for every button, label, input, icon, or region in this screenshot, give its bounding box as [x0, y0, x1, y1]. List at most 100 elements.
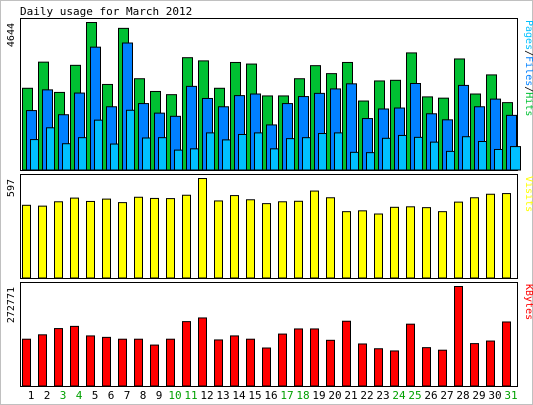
- side-legend-part: Hits: [523, 92, 533, 116]
- x-tick-label-day-4: 4: [76, 389, 83, 402]
- bar-visits-visits-day-3: [54, 201, 63, 279]
- bar-visits-visits-day-27: [438, 211, 447, 279]
- x-tick-label-day-13: 13: [216, 389, 229, 402]
- bar-visits-visits-day-30: [486, 193, 495, 279]
- x-tick-label-day-3: 3: [60, 389, 67, 402]
- x-tick-label-day-31: 31: [504, 389, 517, 402]
- bar-visits-visits-day-22: [358, 210, 367, 279]
- bar-visits-visits-day-5: [86, 200, 95, 279]
- x-tick-label-day-25: 25: [408, 389, 421, 402]
- bar-visits-visits-day-8: [134, 196, 143, 279]
- bar-kbytes-kbytes-day-13: [214, 339, 223, 387]
- bar-visits-visits-day-9: [150, 197, 159, 279]
- x-tick-label-day-23: 23: [376, 389, 389, 402]
- bar-visits-visits-day-7: [118, 202, 127, 279]
- bar-kbytes-kbytes-day-15: [246, 338, 255, 387]
- bar-kbytes-kbytes-day-1: [22, 338, 31, 387]
- bar-kbytes-kbytes-day-2: [38, 334, 47, 387]
- x-tick-label-day-6: 6: [108, 389, 115, 402]
- bar-kbytes-kbytes-day-22: [358, 343, 367, 387]
- bar-kbytes-kbytes-day-30: [486, 340, 495, 387]
- side-legend-part: /: [523, 86, 533, 92]
- bar-visits-visits-day-13: [214, 200, 223, 279]
- bar-kbytes-kbytes-day-23: [374, 348, 383, 387]
- bar-visits-visits-day-11: [182, 194, 191, 279]
- x-tick-label-day-22: 22: [360, 389, 373, 402]
- bar-kbytes-kbytes-day-9: [150, 344, 159, 387]
- x-tick-label-day-19: 19: [312, 389, 325, 402]
- x-tick-label-day-9: 9: [156, 389, 163, 402]
- side-legend-visits: Visits: [523, 176, 533, 212]
- x-tick-label-day-1: 1: [28, 389, 35, 402]
- x-tick-label-day-21: 21: [344, 389, 357, 402]
- bar-visits-visits-day-4: [70, 197, 79, 279]
- chart-title: Daily usage for March 2012: [20, 5, 192, 18]
- side-legend-part: Files: [523, 56, 533, 86]
- bar-visits-visits-day-24: [390, 206, 399, 279]
- x-tick-label-day-30: 30: [488, 389, 501, 402]
- bar-kbytes-kbytes-day-19: [310, 328, 319, 387]
- x-tick-label-day-15: 15: [248, 389, 261, 402]
- x-tick-label-day-20: 20: [328, 389, 341, 402]
- bar-kbytes-kbytes-day-18: [294, 328, 303, 387]
- bar-kbytes-kbytes-day-20: [326, 339, 335, 387]
- side-legend-part: KBytes: [523, 284, 533, 320]
- side-legend-kbytes: KBytes: [523, 284, 533, 320]
- bar-visits-visits-day-31: [502, 193, 511, 279]
- x-tick-label-day-18: 18: [296, 389, 309, 402]
- bar-kbytes-kbytes-day-16: [262, 347, 271, 387]
- bar-hits-pages-day-31: [510, 146, 521, 171]
- bar-kbytes-kbytes-day-10: [166, 338, 175, 387]
- x-tick-label-day-26: 26: [424, 389, 437, 402]
- x-tick-label-day-8: 8: [140, 389, 147, 402]
- side-legend-hits: Pages/Files/Hits: [523, 20, 533, 116]
- bar-kbytes-kbytes-day-29: [470, 343, 479, 387]
- side-legend-part: Pages: [523, 20, 533, 50]
- bar-visits-visits-day-19: [310, 190, 319, 279]
- bar-kbytes-kbytes-day-11: [182, 321, 191, 387]
- bar-visits-visits-day-18: [294, 200, 303, 279]
- bar-kbytes-kbytes-day-14: [230, 335, 239, 387]
- bar-visits-visits-day-17: [278, 201, 287, 279]
- x-tick-label-day-24: 24: [392, 389, 406, 402]
- y-max-label-visits: 597: [6, 179, 17, 197]
- bar-kbytes-kbytes-day-4: [70, 325, 79, 387]
- bar-kbytes-kbytes-day-21: [342, 320, 351, 387]
- x-tick-label-day-12: 12: [200, 389, 213, 402]
- bar-kbytes-kbytes-day-8: [134, 338, 143, 387]
- bar-visits-visits-day-6: [102, 198, 111, 279]
- bar-visits-visits-day-16: [262, 203, 271, 279]
- x-tick-label-day-2: 2: [44, 389, 51, 402]
- bar-visits-visits-day-14: [230, 195, 239, 279]
- y-max-label-kbytes: 272771: [6, 287, 17, 323]
- x-tick-label-day-29: 29: [472, 389, 485, 402]
- x-tick-label-day-11: 11: [184, 389, 197, 402]
- bar-kbytes-kbytes-day-25: [406, 323, 415, 387]
- bar-kbytes-kbytes-day-7: [118, 338, 127, 387]
- x-tick-label-day-17: 17: [280, 389, 293, 402]
- x-tick-label-day-14: 14: [232, 389, 246, 402]
- bar-kbytes-kbytes-day-5: [86, 335, 95, 387]
- bar-kbytes-kbytes-day-17: [278, 333, 287, 387]
- bar-visits-visits-day-21: [342, 211, 351, 279]
- bar-visits-visits-day-23: [374, 213, 383, 279]
- bar-kbytes-kbytes-day-6: [102, 336, 111, 387]
- x-tick-label-day-16: 16: [264, 389, 277, 402]
- side-legend-part: Visits: [523, 176, 533, 212]
- bar-visits-visits-day-15: [246, 199, 255, 279]
- y-max-label-hits: 4644: [6, 23, 17, 47]
- bar-visits-visits-day-28: [454, 201, 463, 279]
- x-tick-label-day-5: 5: [92, 389, 99, 402]
- x-tick-label-day-7: 7: [124, 389, 131, 402]
- bar-visits-visits-day-26: [422, 207, 431, 279]
- bar-visits-visits-day-29: [470, 197, 479, 279]
- bar-kbytes-kbytes-day-28: [454, 286, 463, 387]
- bar-kbytes-kbytes-day-12: [198, 317, 207, 387]
- bar-kbytes-kbytes-day-3: [54, 328, 63, 387]
- x-tick-label-day-10: 10: [168, 389, 181, 402]
- bar-visits-visits-day-20: [326, 197, 335, 279]
- bar-kbytes-kbytes-day-24: [390, 350, 399, 387]
- bar-visits-visits-day-10: [166, 198, 175, 279]
